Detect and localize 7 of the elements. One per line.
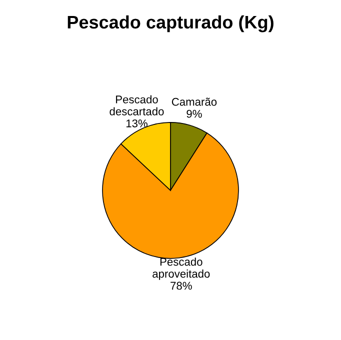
- slice-label: Pescado descartado: [110, 95, 164, 116]
- data-label: 13%: [126, 119, 148, 128]
- data-label: 9%: [186, 110, 202, 118]
- slice-label: Camarão: [172, 98, 217, 106]
- data-label: 78%: [170, 282, 192, 290]
- slice-label: Pescado aproveitado: [152, 258, 210, 280]
- chart-title: Pescado capturado (Kg): [68, 15, 274, 32]
